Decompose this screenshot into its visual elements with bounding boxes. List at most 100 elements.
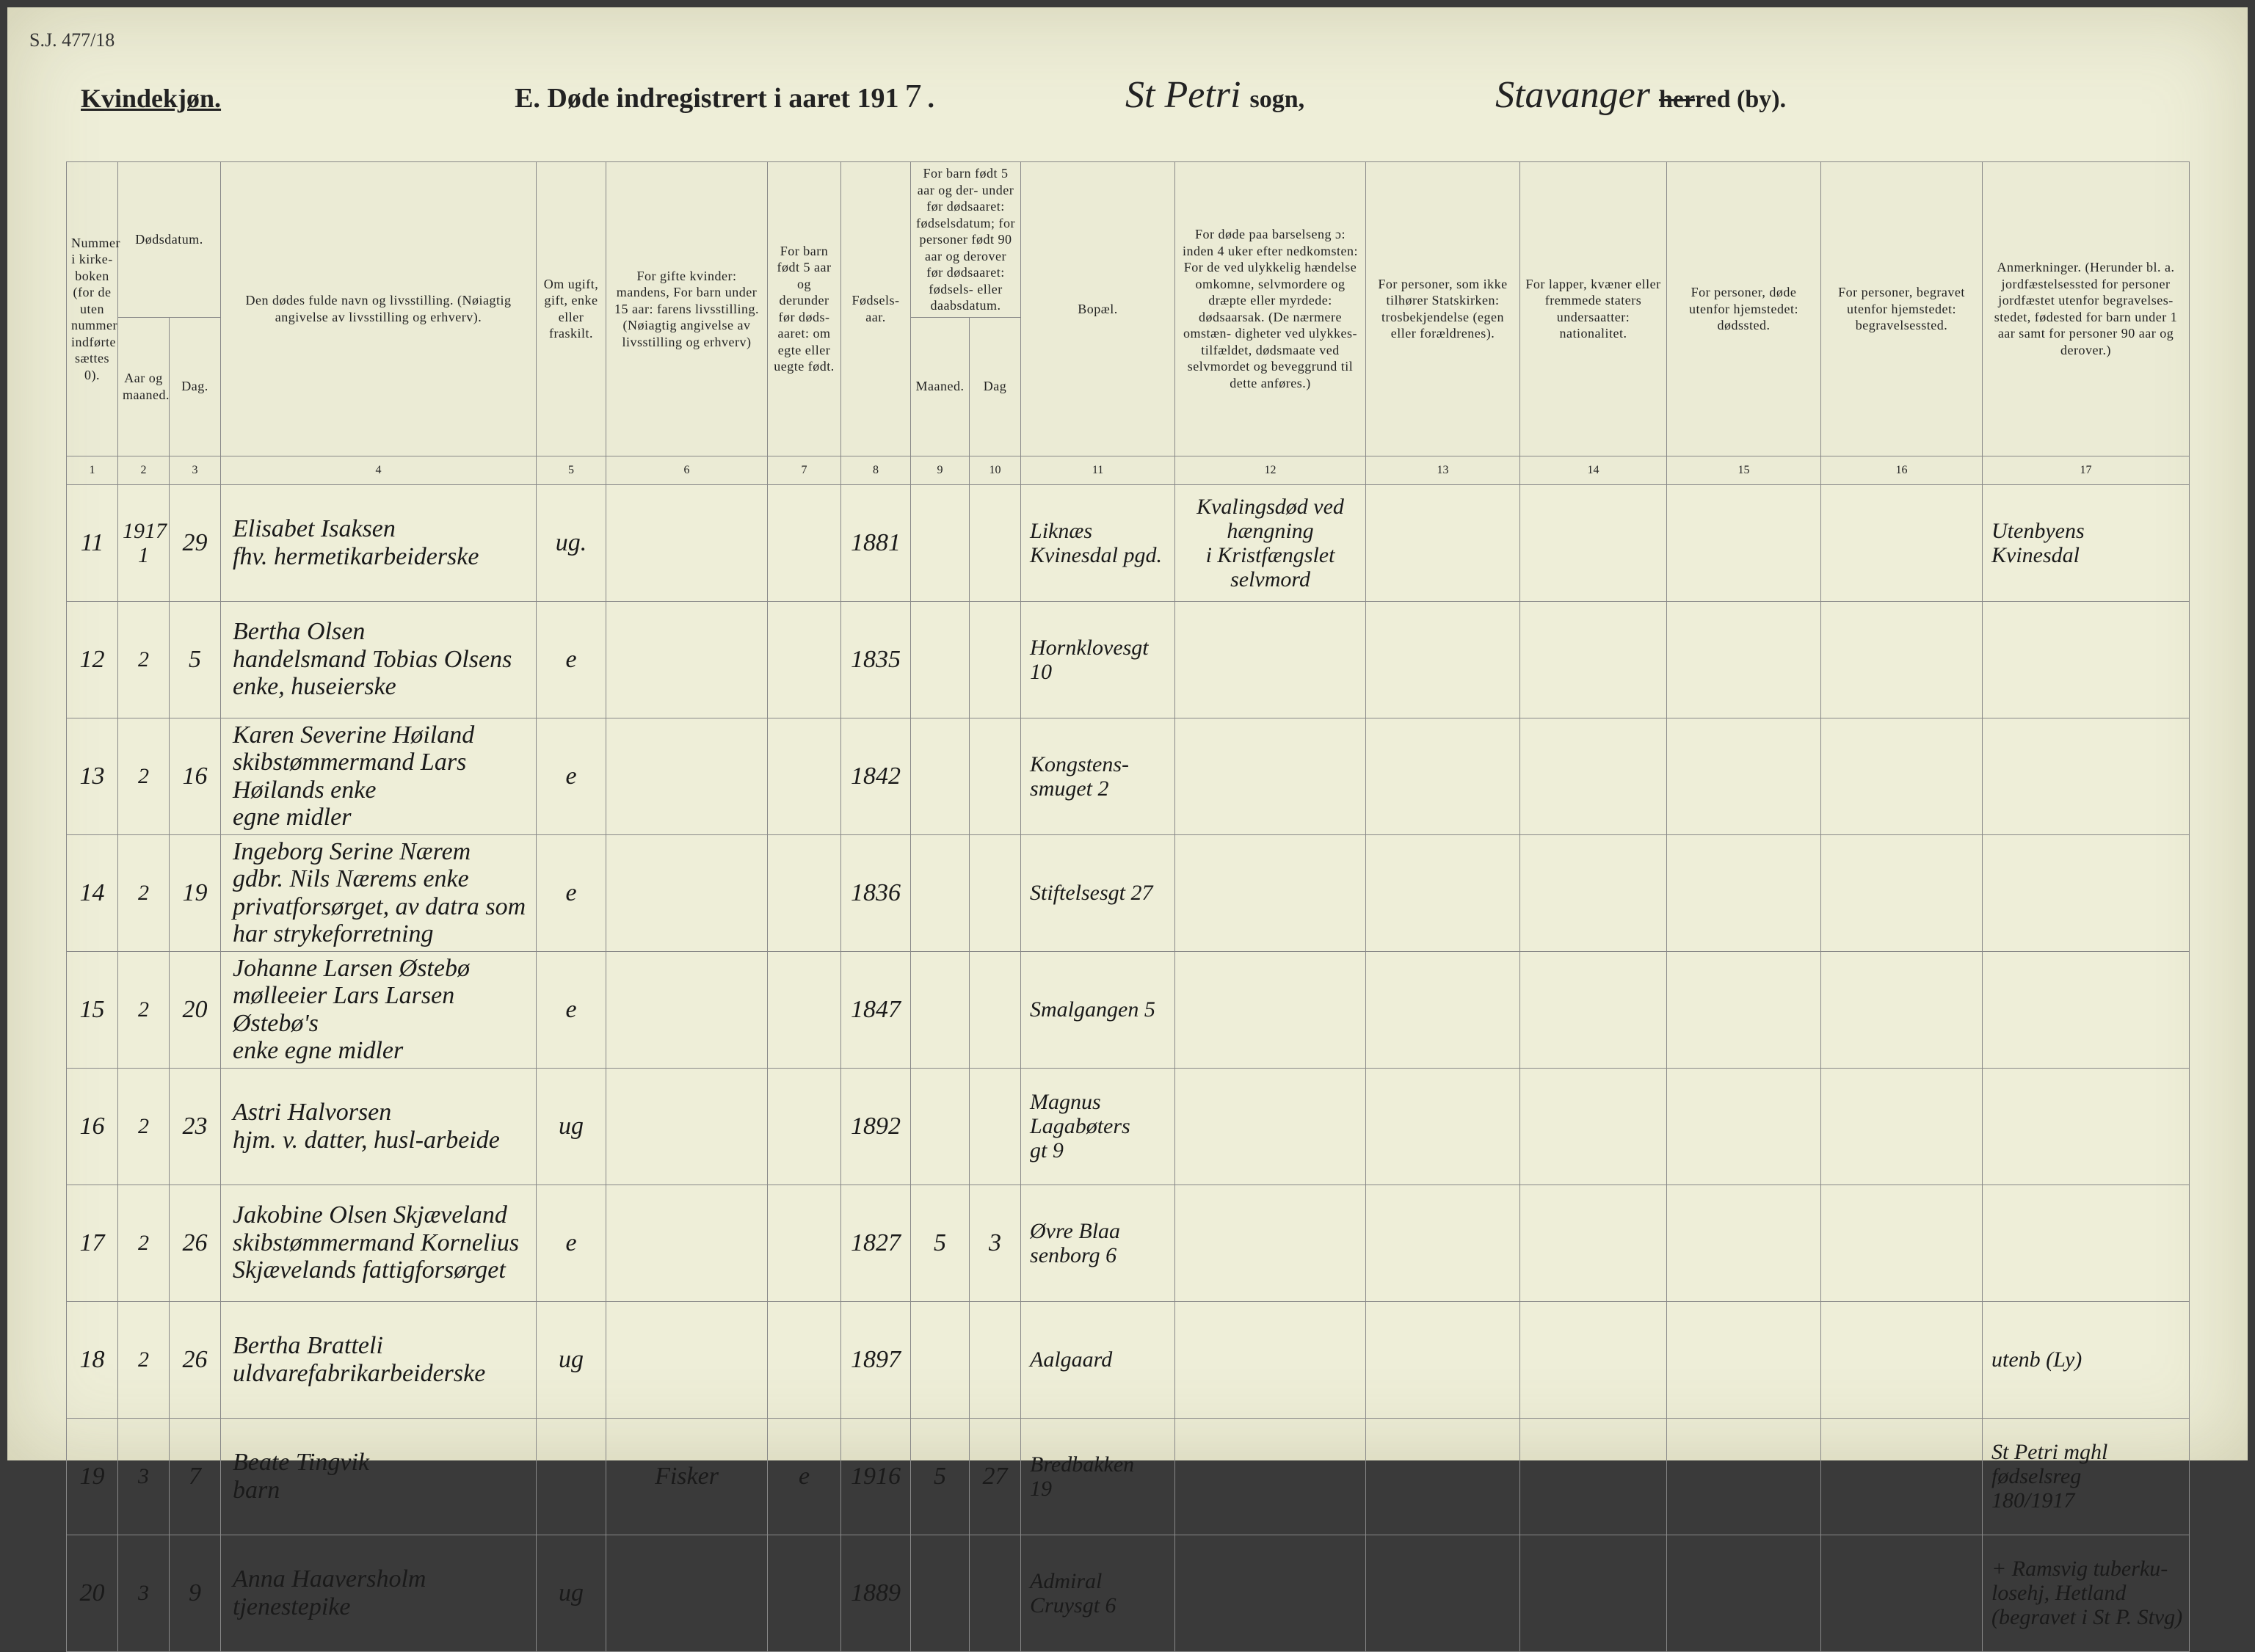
cell-birth_year-text: 1889: [851, 1579, 901, 1606]
cell-name: Astri Halvorsen hjm. v. datter, husl-arb…: [221, 1068, 537, 1185]
cell-c15: [1667, 1068, 1821, 1185]
cell-c15: [1667, 601, 1821, 718]
cell-c15: [1667, 1301, 1821, 1418]
cell-num: 19: [67, 1418, 118, 1535]
cell-year_month: 2: [118, 1301, 170, 1418]
cell-egte: [768, 834, 841, 951]
cell-b_day: [970, 601, 1021, 718]
cell-egte: [768, 1185, 841, 1301]
herred-struck: her: [1659, 86, 1695, 113]
colnum-5: 5: [537, 456, 606, 484]
cell-anm: Utenbyens Kvinesdal: [1983, 484, 2190, 601]
cell-anm: [1983, 601, 2190, 718]
col-9-subheader: Maaned.: [911, 317, 970, 456]
col-4-header: Den dødes fulde navn og livsstilling. (N…: [221, 162, 537, 456]
cell-day: 9: [170, 1535, 221, 1651]
cell-num: 11: [67, 484, 118, 601]
cell-day-text: 19: [183, 879, 208, 906]
cell-b_day: [970, 1301, 1021, 1418]
col-11-header: Bopæl.: [1021, 162, 1175, 456]
cell-c14: [1520, 951, 1667, 1068]
colnum-13: 13: [1366, 456, 1520, 484]
colnum-3: 3: [170, 456, 221, 484]
year-digit-hand: 7: [905, 76, 922, 115]
header-row-colnums: 1 2 3 4 5 6 7 8 9 10 11 12 13 14 15 16 1: [67, 456, 2190, 484]
cell-num: 17: [67, 1185, 118, 1301]
cell-year_month: 2: [118, 718, 170, 834]
cell-day: 16: [170, 718, 221, 834]
cell-bopael: Magnus Lagabøters gt 9: [1021, 1068, 1175, 1185]
cell-anm: [1983, 1068, 2190, 1185]
cell-egte: [768, 601, 841, 718]
cell-birth_year-text: 1897: [851, 1346, 901, 1373]
cell-b_month: 5: [911, 1185, 970, 1301]
cell-day: 26: [170, 1185, 221, 1301]
colnum-8: 8: [841, 456, 911, 484]
cell-birth_year: 1847: [841, 951, 911, 1068]
cell-b_day: [970, 1535, 1021, 1651]
table-row: 18226Bertha Bratteli uldvarefabrikarbeid…: [67, 1301, 2190, 1418]
cell-name: Anna Haaversholm tjenestepike: [221, 1535, 537, 1651]
cell-day-text: 26: [183, 1346, 208, 1373]
colnum-10: 10: [970, 456, 1021, 484]
district-hand: Stavanger: [1495, 73, 1650, 117]
cell-bopael: Stiftelsesgt 27: [1021, 834, 1175, 951]
cell-num: 14: [67, 834, 118, 951]
cell-day: 20: [170, 951, 221, 1068]
cell-num-text: 15: [80, 996, 105, 1023]
cell-egte: [768, 1301, 841, 1418]
cell-year_month-text: 2: [138, 647, 149, 672]
cell-b_day-text: 27: [983, 1463, 1008, 1490]
cell-cause: [1175, 718, 1366, 834]
cell-bopael-text: Hornklovesgt 10: [1030, 636, 1149, 684]
cell-birth_year: 1881: [841, 484, 911, 601]
paper-sheet: S.J. 477/18 Kvindekjøn. E. Døde indregis…: [7, 7, 2248, 1460]
cell-name: Johanne Larsen Østebø mølleeier Lars Lar…: [221, 951, 537, 1068]
cell-num-text: 19: [80, 1463, 105, 1490]
cell-bopael: Bredbakken 19: [1021, 1418, 1175, 1535]
cell-anm-text: + Ramsvig tuberku- losehj, Hetland (begr…: [1991, 1557, 2182, 1629]
cell-c13: [1366, 1535, 1520, 1651]
cell-anm: [1983, 951, 2190, 1068]
cell-num: 15: [67, 951, 118, 1068]
cell-bopael-text: Admiral Cruysgt 6: [1030, 1569, 1116, 1618]
cell-day-text: 23: [183, 1113, 208, 1140]
cell-c14: [1520, 484, 1667, 601]
cell-num: 13: [67, 718, 118, 834]
cell-birth_year: 1897: [841, 1301, 911, 1418]
colnum-17: 17: [1983, 456, 2190, 484]
cell-bopael-text: Kongstens- smuget 2: [1030, 752, 1129, 801]
cell-num-text: 17: [80, 1229, 105, 1256]
cell-anm-text: Utenbyens Kvinesdal: [1991, 519, 2085, 567]
cell-bopael-text: Øvre Blaa senborg 6: [1030, 1219, 1120, 1267]
cell-bopael-text: Magnus Lagabøters gt 9: [1030, 1090, 1130, 1162]
cell-cause: [1175, 951, 1366, 1068]
cell-birth_year-text: 1835: [851, 646, 901, 673]
cell-b_month: [911, 1068, 970, 1185]
cell-name: Beate Tingvik barn: [221, 1418, 537, 1535]
colnum-15: 15: [1667, 456, 1821, 484]
cell-father: [606, 1301, 768, 1418]
cell-c13: [1366, 601, 1520, 718]
cell-b_day: [970, 834, 1021, 951]
cell-b_month: [911, 834, 970, 951]
cell-civil-text: e: [565, 646, 576, 673]
cell-c13: [1366, 484, 1520, 601]
col-16-header: For personer, begravet utenfor hjemstede…: [1821, 162, 1983, 456]
col-3-subheader: Dag.: [170, 317, 221, 456]
cell-day-text: 9: [189, 1579, 201, 1606]
cell-civil-text: e: [565, 763, 576, 790]
cell-egte: [768, 951, 841, 1068]
cell-b_month: [911, 951, 970, 1068]
cell-father: [606, 1535, 768, 1651]
cell-name-text: Jakobine Olsen Skjæveland skibstømmerman…: [233, 1201, 519, 1284]
cell-name: Bertha Olsen handelsmand Tobias Olsens e…: [221, 601, 537, 718]
cell-bopael: Kongstens- smuget 2: [1021, 718, 1175, 834]
col-5-header: Om ugift, gift, enke eller fraskilt.: [537, 162, 606, 456]
cell-egte: [768, 718, 841, 834]
cell-c16: [1821, 484, 1983, 601]
cell-c15: [1667, 718, 1821, 834]
table-row: 2039Anna Haaversholm tjenestepikeug1889A…: [67, 1535, 2190, 1651]
cell-civil-text: e: [565, 879, 576, 906]
cell-birth_year: 1835: [841, 601, 911, 718]
